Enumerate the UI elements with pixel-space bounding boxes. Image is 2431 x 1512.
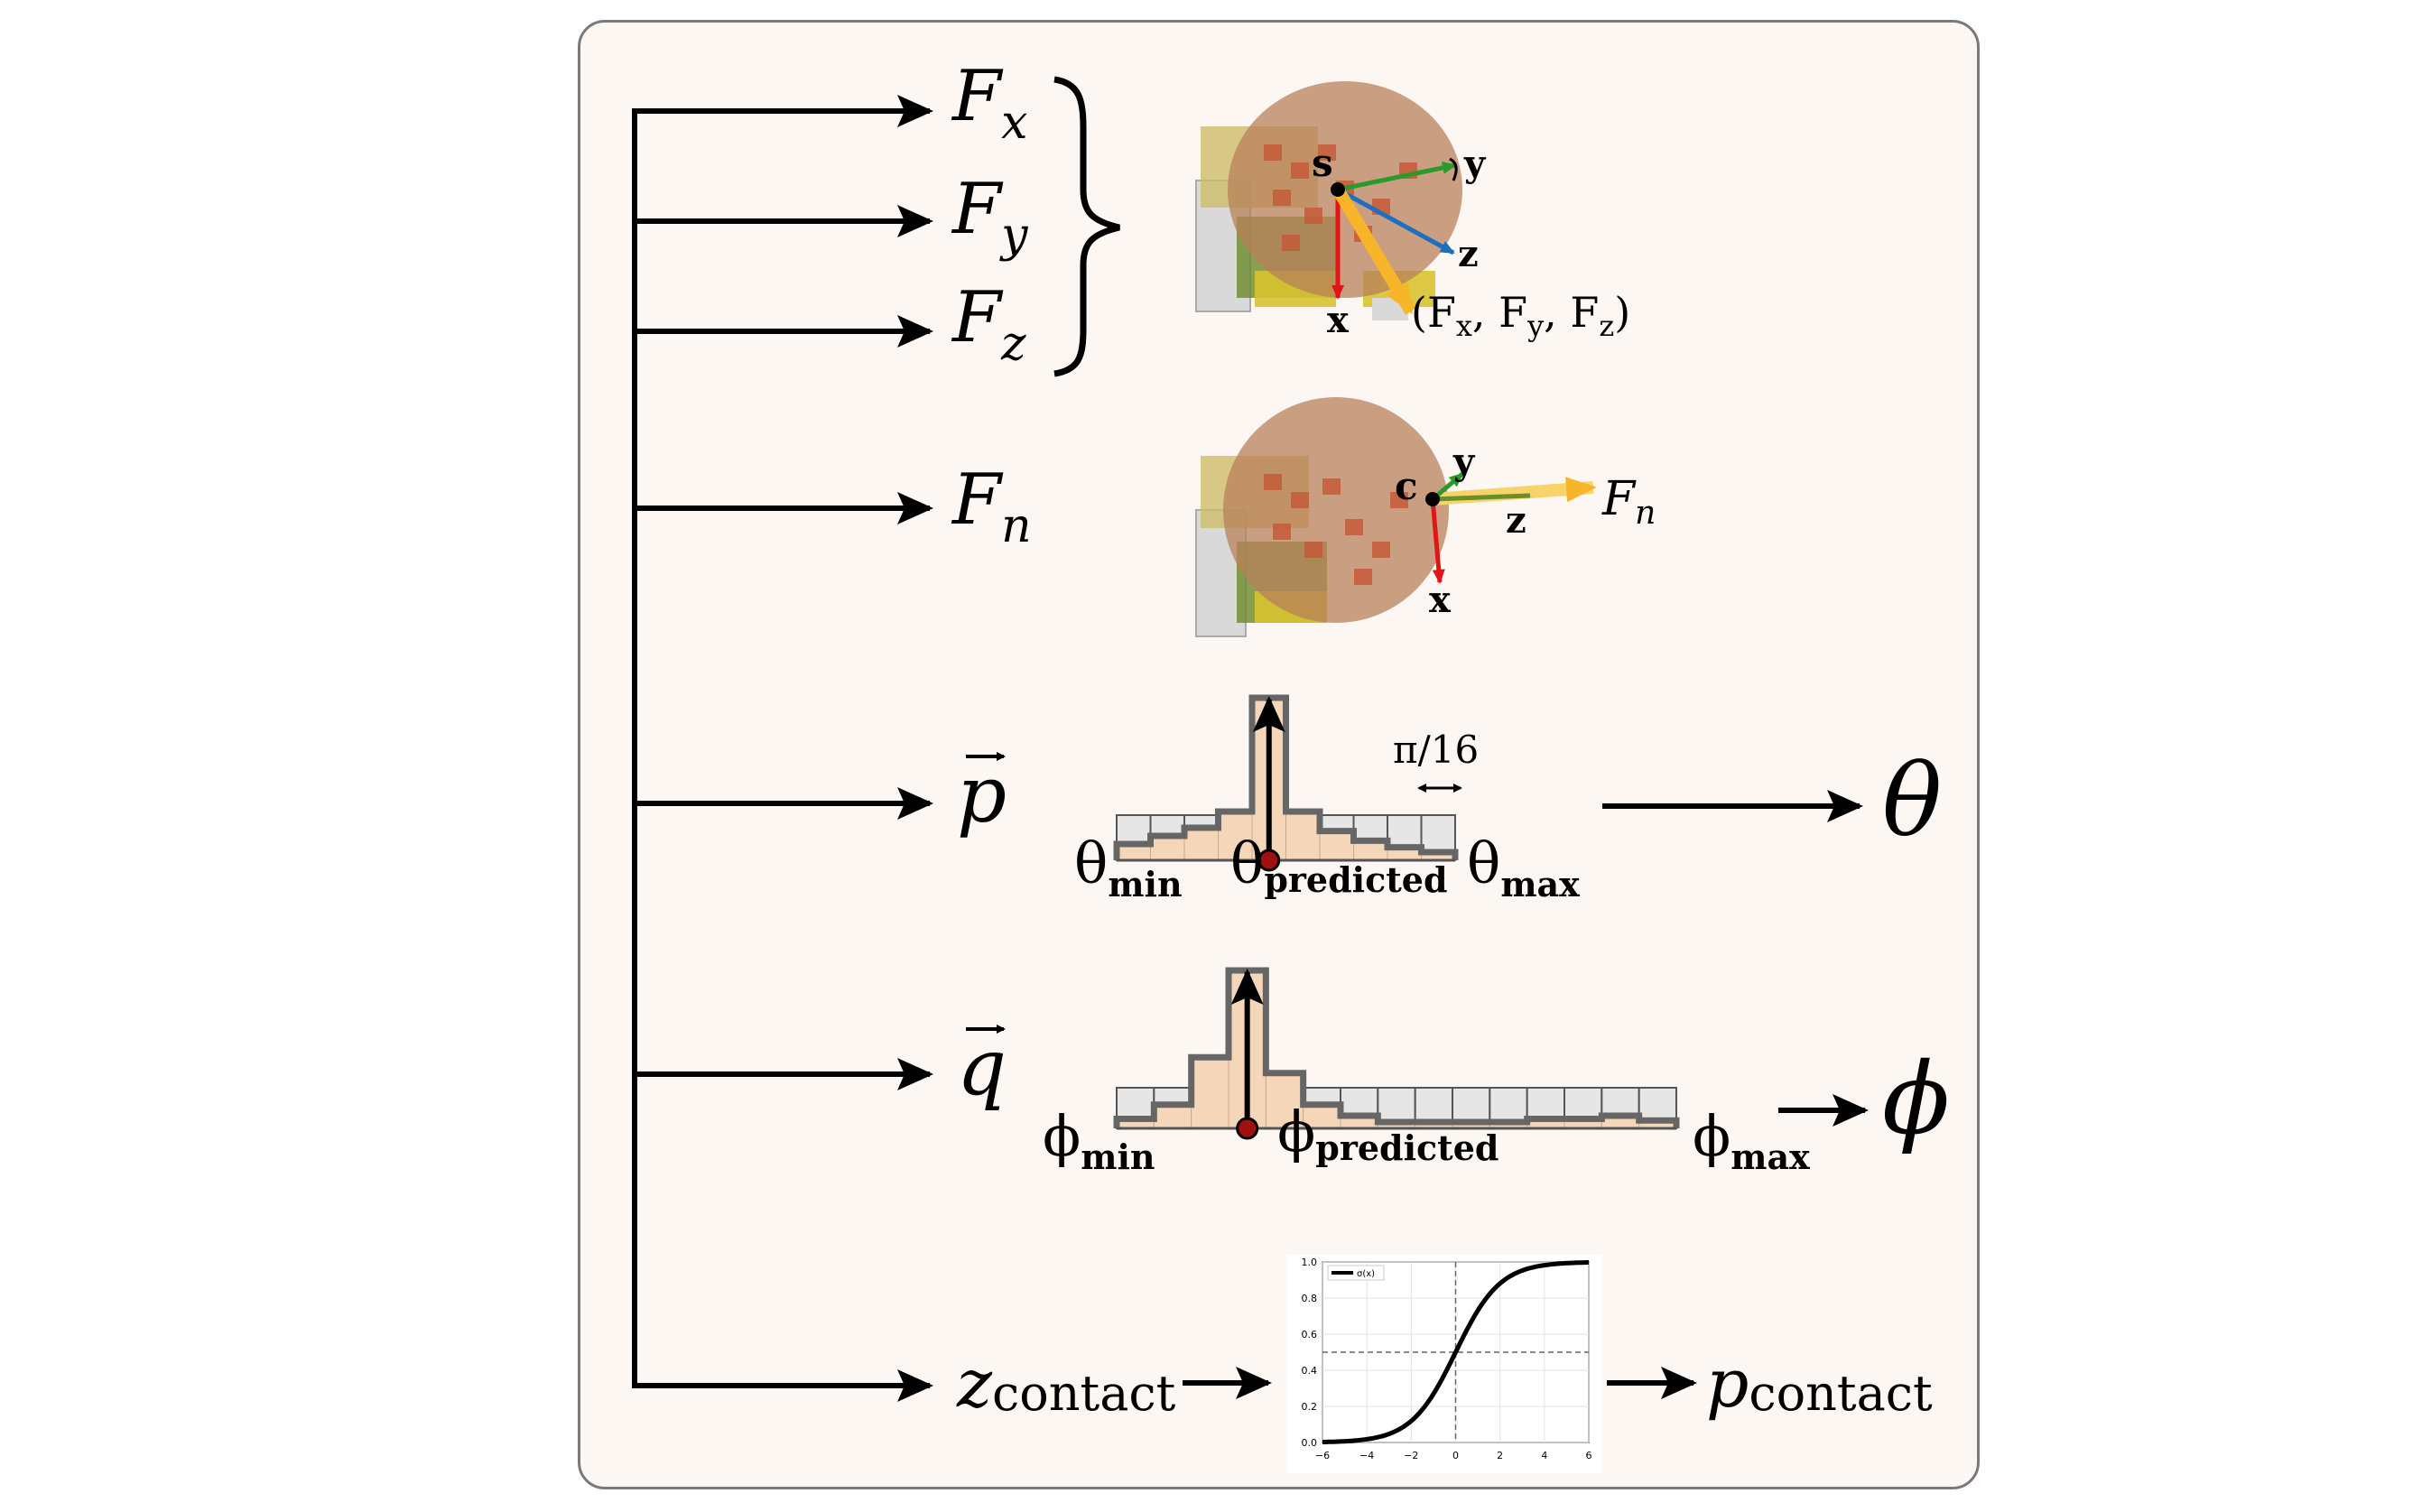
- sigmoid-x-tick: −2: [1404, 1450, 1418, 1461]
- label-p-contact: pcontact: [1706, 1345, 1933, 1423]
- phi-max-label: ϕmax: [1693, 1103, 1810, 1177]
- label-q: q: [957, 1023, 1007, 1113]
- label-fx: Fx: [951, 56, 1027, 150]
- hist-outline: [1113, 694, 1459, 860]
- svg-text:p: p: [957, 750, 1007, 840]
- sigmoid-legend: [1327, 1265, 1385, 1281]
- hist-bar: [1319, 830, 1354, 861]
- phi-pred-label: ϕpredicted: [1277, 1099, 1498, 1168]
- sigmoid-y-tick: 0.4: [1302, 1365, 1318, 1377]
- sigmoid-chart: −6 −4 −2 0 2 4 6 0.0 0.2 0.4 0.6 0.8 1.0 σ(x): [1286, 1255, 1602, 1473]
- hist-bar: [1150, 835, 1185, 861]
- sigmoid-x-tick: 2: [1497, 1450, 1503, 1461]
- hist-bar: [1153, 1104, 1192, 1129]
- sensor-s-axis-z: z: [1458, 233, 1479, 275]
- sensor-c-axes: [1425, 472, 1597, 584]
- sensor-c-force-label: Fn: [1601, 472, 1656, 532]
- phi-histogram: [1113, 967, 1680, 1140]
- sigmoid-x-tick: 0: [1452, 1450, 1459, 1461]
- sigmoid-y-tick: 1.0: [1302, 1257, 1318, 1268]
- point-s: [1331, 182, 1345, 197]
- sensor-s-axes: [1331, 157, 1458, 315]
- hist-bar: [1218, 811, 1253, 861]
- theta-result: θ: [1882, 743, 1942, 858]
- predicted-dot: [1236, 1117, 1259, 1140]
- sensor-c-point-label: c: [1395, 464, 1418, 508]
- sigmoid-y-tick: 0.8: [1302, 1293, 1318, 1304]
- hist-bar: [1285, 811, 1321, 861]
- phi-result: ϕ: [1882, 1041, 1950, 1156]
- sensor-s-axis-x: x: [1327, 299, 1350, 341]
- sensor-c-axis-y: y: [1452, 441, 1476, 483]
- label-p: p: [957, 750, 1007, 840]
- svg-text:q: q: [957, 1023, 1007, 1113]
- sensor-c-axis-z: z: [1506, 499, 1526, 542]
- sigmoid-y-tick: 0.0: [1302, 1437, 1318, 1449]
- hist-bar: [1265, 1072, 1304, 1129]
- sigmoid-curve: [1322, 1260, 1589, 1444]
- sigmoid-x-tick: −4: [1359, 1450, 1374, 1461]
- sigmoid-y-tick: 0.6: [1302, 1329, 1318, 1340]
- force-vector-s: [1331, 186, 1417, 315]
- label-z-contact: zcontact: [956, 1345, 1176, 1423]
- sensor-c-axis-x: x: [1429, 579, 1452, 621]
- point-c: [1425, 492, 1440, 506]
- grouping-brace: [1053, 76, 1120, 377]
- sensor-c-render: [1195, 397, 1449, 637]
- phi-min-label: ϕmin: [1043, 1103, 1155, 1177]
- sensor-s-force-label: (Fx, Fy, Fz): [1411, 288, 1630, 343]
- label-fz: Fz: [951, 277, 1026, 371]
- predicted-dot: [1257, 849, 1281, 872]
- sensor-s-axis-y: y: [1463, 143, 1487, 185]
- label-fn: Fn: [951, 459, 1032, 553]
- theta-pred-label: θpredicted: [1230, 830, 1448, 900]
- theta-min-label: θmin: [1074, 830, 1183, 904]
- sigmoid-x-tick: 6: [1586, 1450, 1592, 1461]
- sigmoid-y-tick: 0.2: [1302, 1401, 1318, 1413]
- theta-bin-width-label: π/16: [1393, 728, 1479, 772]
- theta-histogram: [1113, 694, 1459, 872]
- label-fy: Fy: [951, 169, 1028, 263]
- branch-arrows: [632, 95, 933, 1402]
- sensor-s-render: [1195, 81, 1462, 320]
- hist-bar: [1191, 1056, 1229, 1129]
- sigmoid-x-tick: 4: [1541, 1450, 1547, 1461]
- sigmoid-legend-label: σ(x): [1357, 1269, 1375, 1279]
- hist-outline: [1113, 967, 1680, 1128]
- sigmoid-x-tick: −6: [1315, 1450, 1330, 1461]
- hist-bar: [1183, 827, 1219, 861]
- sensor-s-point-label: s: [1312, 141, 1333, 185]
- theta-max-label: θmax: [1467, 830, 1580, 904]
